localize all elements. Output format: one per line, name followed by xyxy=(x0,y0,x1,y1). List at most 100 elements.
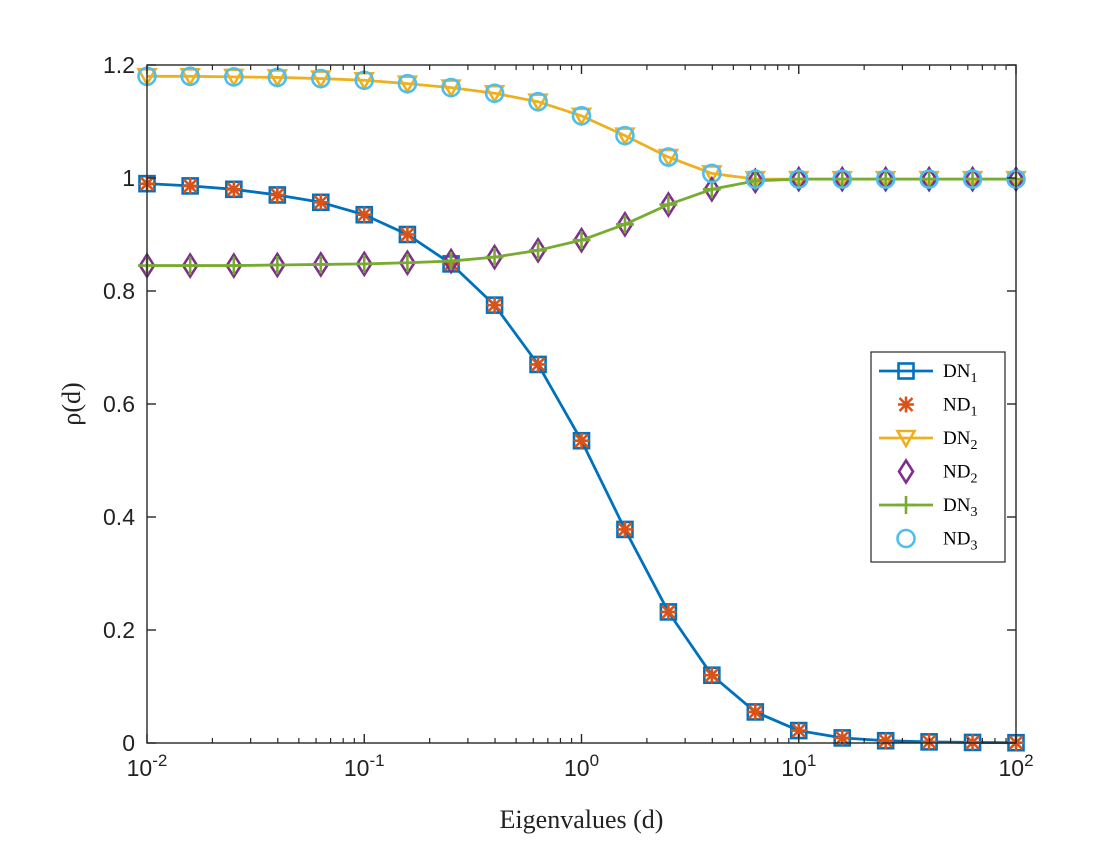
x-tick-base: 10 xyxy=(127,755,153,781)
data-point-dn3-10 xyxy=(572,231,591,250)
data-point-nd2-3 xyxy=(268,251,286,279)
x-tick-base: 10 xyxy=(564,755,590,781)
data-point-nd1-10 xyxy=(573,432,590,449)
data-point-nd3-9 xyxy=(528,91,548,112)
legend-entry-dn2: DN2 xyxy=(879,428,977,453)
legend-label: DN2 xyxy=(943,428,977,453)
data-point-dn2-11 xyxy=(614,127,636,147)
x-tick-exponent: 2 xyxy=(1024,751,1033,770)
y-tick-label: 1 xyxy=(122,165,135,191)
data-point-nd2-4 xyxy=(312,251,330,278)
legend-label-name: ND xyxy=(943,462,970,483)
legend-entry-dn3: DN3 xyxy=(879,495,977,520)
x-tick-exponent: -1 xyxy=(369,751,384,770)
y-axis-title: ρ(d) xyxy=(57,382,86,425)
legend-label: DN1 xyxy=(943,361,977,386)
data-point-nd3-1 xyxy=(180,66,200,87)
y-tick-label: 0.2 xyxy=(103,617,135,643)
data-point-nd1-5 xyxy=(356,206,373,223)
data-point-dn3-4 xyxy=(311,255,330,274)
data-point-nd1-6 xyxy=(399,226,416,243)
data-point-dn3-17 xyxy=(876,170,895,189)
x-tick-label: 101 xyxy=(781,751,816,781)
data-point-nd2-16 xyxy=(833,165,851,193)
legend-label: ND1 xyxy=(943,395,977,420)
x-tick-exponent: 1 xyxy=(807,751,816,770)
legend-label-subscript: 2 xyxy=(970,472,977,487)
data-point-nd1-14 xyxy=(747,703,764,720)
data-point-nd2-11 xyxy=(616,210,634,238)
data-point-dn3-9 xyxy=(529,241,548,260)
legend-label-name: ND xyxy=(943,529,970,550)
y-tick-label: 0 xyxy=(122,730,135,756)
data-point-nd1-17 xyxy=(877,732,894,749)
series-nd2 xyxy=(138,165,1025,279)
data-point-nd2-5 xyxy=(355,250,373,278)
data-point-nd3-11 xyxy=(615,125,635,146)
data-point-nd1-8 xyxy=(486,297,503,314)
data-point-nd1-15 xyxy=(790,722,807,739)
data-point-dn3-5 xyxy=(355,254,374,273)
legend-marker xyxy=(895,429,917,449)
legend-label-name: ND xyxy=(943,395,970,416)
data-point-nd2-7 xyxy=(442,247,460,275)
data-point-dn2-7 xyxy=(440,79,462,99)
data-point-nd1-2 xyxy=(225,181,242,198)
data-point-dn2-12 xyxy=(657,148,680,168)
axes-layer xyxy=(146,64,1017,744)
x-axis-title: Eigenvalues (d) xyxy=(500,805,664,834)
data-point-nd2-13 xyxy=(703,175,721,203)
data-point-dn3-12 xyxy=(659,195,678,214)
data-point-nd2-12 xyxy=(659,191,677,218)
legend-entry-nd3: ND3 xyxy=(896,528,977,554)
x-tick-label: 100 xyxy=(564,751,599,781)
legend-label-name: DN xyxy=(943,495,971,516)
legend-entry-dn1: DN1 xyxy=(879,361,977,386)
x-tick-base: 10 xyxy=(344,755,370,781)
data-point-nd2-6 xyxy=(398,249,416,277)
data-point-dn3-8 xyxy=(485,248,504,267)
data-point-dn3-11 xyxy=(615,215,634,234)
data-point-nd2-9 xyxy=(529,236,547,264)
x-tick-label: 10-1 xyxy=(344,751,385,781)
data-point-nd3-8 xyxy=(484,83,505,104)
data-point-nd2-17 xyxy=(877,165,895,193)
data-point-nd3-13 xyxy=(702,163,722,184)
legend-box xyxy=(870,351,1006,563)
data-point-dn2-13 xyxy=(701,165,723,185)
data-point-nd3-15 xyxy=(788,169,809,189)
legend-label-name: DN xyxy=(943,361,971,382)
legend-label-name: DN xyxy=(943,428,971,449)
legend-marker xyxy=(896,528,916,549)
data-point-dn3-3 xyxy=(268,256,287,275)
data-point-nd3-6 xyxy=(397,73,418,94)
data-point-nd1-3 xyxy=(269,186,286,203)
data-point-nd3-7 xyxy=(441,77,461,98)
data-point-nd2-8 xyxy=(486,243,504,271)
data-point-nd2-2 xyxy=(225,252,243,279)
data-point-nd3-12 xyxy=(658,147,679,167)
legend-entry-nd1: ND1 xyxy=(898,395,977,420)
x-tick-base: 10 xyxy=(998,755,1024,781)
legend-entry-nd2: ND2 xyxy=(897,458,977,487)
data-point-nd3-10 xyxy=(571,106,592,126)
data-point-nd2-19 xyxy=(964,165,982,193)
data-point-dn3-7 xyxy=(442,252,461,271)
data-point-nd1-12 xyxy=(660,603,677,620)
data-point-dn3-6 xyxy=(398,253,417,272)
y-tick-label: 0.8 xyxy=(103,278,135,304)
data-point-nd2-15 xyxy=(790,165,808,193)
legend-marker xyxy=(898,396,914,413)
x-tick-base: 10 xyxy=(781,755,807,781)
series-nd3 xyxy=(137,66,1026,189)
y-tick-label: 0.6 xyxy=(103,391,135,417)
data-point-nd1-9 xyxy=(530,356,547,373)
data-point-nd2-14 xyxy=(746,167,764,195)
data-point-dn3-13 xyxy=(702,180,721,199)
data-point-dn2-1 xyxy=(179,68,201,87)
y-tick-label: 1.2 xyxy=(103,52,135,78)
legend-label: ND2 xyxy=(943,462,977,487)
data-point-nd2-1 xyxy=(181,252,199,279)
